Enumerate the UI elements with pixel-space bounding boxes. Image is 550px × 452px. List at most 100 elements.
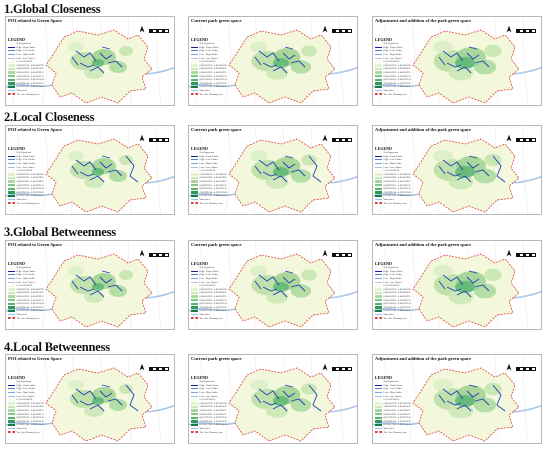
road-line [408, 241, 415, 329]
road-line [408, 355, 415, 443]
street-segment [272, 290, 288, 298]
green-density-area [84, 176, 104, 188]
legend-item: 0.023456789 - 0.034567891 [8, 405, 48, 409]
legend-swatch [191, 288, 198, 291]
legend-label: Watershed [16, 313, 27, 317]
street-segment [262, 171, 278, 177]
legend-line-symbol [191, 54, 198, 56]
legend-item: 0.034567891 - 0.045678912 [375, 295, 415, 299]
legend-label: Low - Low Outlier [16, 56, 35, 60]
legend-label: 0.023456789 - 0.034567891 [16, 291, 44, 295]
legend-label: 0.023456789 - 0.034567891 [383, 405, 411, 409]
street-segment [438, 56, 446, 66]
legend-label: Not Significant [16, 266, 32, 270]
legend-boundary-symbol [8, 93, 15, 96]
legend-item: Low - High Outlier [8, 277, 48, 281]
legend-title: LEGEND [375, 37, 392, 42]
legend-item: Low - High Outlier [8, 162, 48, 166]
legend-swatch [8, 309, 15, 313]
street-segment [446, 286, 462, 292]
street-segment [290, 284, 306, 292]
legend-label: High - High Outlier [383, 383, 403, 387]
legend-swatch [375, 416, 382, 419]
legend-title: LEGEND [375, 146, 392, 151]
legend-label: 0.078912345 - 0.089123456 [16, 194, 44, 198]
green-density-area [473, 59, 497, 75]
green-density-area [250, 265, 268, 277]
green-density-area [70, 161, 98, 179]
panel-title: Current park green space [191, 18, 242, 23]
legend-item: High - Low Outlier [375, 273, 415, 277]
legend-label: 0 - 0.012345678 [199, 169, 216, 173]
map-panel: POI related to Green Space LEGEND Not Sign… [5, 125, 175, 215]
legend-item: Low - Low Outlier [375, 394, 415, 398]
legend-label: 0.067891234 - 0.078912345 [199, 81, 227, 85]
legend-line-symbol [8, 50, 15, 52]
legend-swatch [375, 176, 382, 180]
legend-label: High - Low Outlier [383, 158, 403, 162]
legend-item: High - Low Outlier [191, 49, 231, 53]
road-line [338, 126, 345, 214]
legend-item: 0 - 0.012345678 [375, 60, 415, 64]
legend-label: Not Significant [383, 151, 399, 155]
panel-title: Adjustment and addition of the park gree… [375, 18, 472, 23]
green-density-area [70, 390, 98, 408]
legend-item: 0.023456789 - 0.034567891 [375, 405, 415, 409]
legend-title: LEGEND [191, 37, 208, 42]
road-line [522, 17, 529, 105]
street-segment [446, 62, 462, 68]
street-segment [474, 60, 490, 68]
legend-swatch [191, 298, 198, 302]
green-density-area [109, 285, 127, 297]
legend-item: 0.056789123 - 0.067891234 [8, 302, 48, 306]
legend-item: 0.023456789 - 0.034567891 [8, 291, 48, 295]
legend-item: 0 - 0.012345678 [191, 398, 231, 402]
legend-swatch [375, 64, 382, 67]
green-density-area [119, 270, 133, 280]
legend-label: 0.045678912 - 0.056789123 [383, 412, 411, 416]
street-segment [456, 404, 472, 412]
legend-swatch [8, 306, 15, 309]
street-segment [101, 384, 111, 388]
section-title-1: 1.Global Closeness [4, 2, 101, 16]
green-density-area [109, 399, 127, 411]
green-density-core [92, 168, 104, 176]
legend-label: 0.012345678 - 0.023456789 [383, 172, 411, 176]
legend-label: Low - High Outlier [383, 162, 403, 166]
map-legend: LEGEND Not Significant High - High Outlier… [8, 261, 48, 320]
legend-swatch [191, 291, 198, 295]
road-line [224, 17, 231, 105]
legend-label: Low - Low Outlier [199, 56, 218, 60]
legend-label: 0.034567891 - 0.045678912 [16, 180, 44, 184]
legend-label: Low - Low Outlier [383, 165, 402, 169]
legend-swatch [375, 288, 382, 291]
legend-item: 0.045678912 - 0.056789123 [8, 74, 48, 78]
legend-label: 0.023456789 - 0.034567891 [199, 176, 227, 180]
legend-label: High - High Outlier [383, 154, 403, 158]
legend-label: The Core Planning Area [199, 430, 223, 434]
legend-item: High - Low Outlier [191, 273, 231, 277]
legend-label: 0.078912345 - 0.089123456 [16, 85, 44, 89]
legend-boundary-symbol [8, 431, 15, 434]
legend-boundary-symbol [191, 202, 198, 205]
legend-label: 0 - 0.012345678 [199, 398, 216, 402]
legend-line-symbol [375, 428, 382, 430]
road-line [338, 355, 345, 443]
legend-swatch [8, 180, 15, 183]
legend-line-symbol [191, 388, 198, 390]
street-segment [262, 62, 278, 68]
map-canvas [189, 17, 357, 105]
legend-swatch [375, 420, 382, 423]
street-segment [468, 155, 478, 159]
legend-swatch [191, 420, 198, 423]
legend-label: 0.045678912 - 0.056789123 [383, 183, 411, 187]
scale-bar [149, 367, 169, 371]
map-canvas [6, 241, 174, 329]
legend-title: LEGEND [8, 261, 25, 266]
legend-swatch [8, 78, 15, 81]
legend-label: 0.056789123 - 0.067891234 [16, 187, 44, 191]
legend-label: 0 - 0.012345678 [383, 60, 400, 64]
street-segment [442, 388, 464, 400]
map-panel: POI related to Green Space LEGEND Not Sign… [5, 16, 175, 106]
legend-swatch [191, 60, 198, 63]
